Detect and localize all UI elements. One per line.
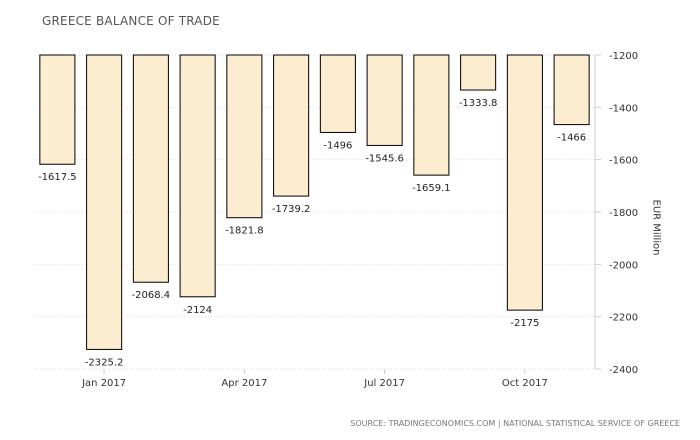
bar [553, 54, 590, 126]
value-label: -1545.6 [365, 153, 404, 164]
y-tick-label: -2400 [609, 365, 638, 376]
y-tick-label: -1400 [609, 103, 638, 114]
value-label: -1333.8 [459, 98, 498, 109]
value-label: -2124 [183, 305, 212, 316]
bar [366, 54, 403, 146]
bar [506, 54, 543, 311]
value-label: -2175 [510, 318, 539, 329]
x-tick-label: Jan 2017 [81, 378, 126, 389]
x-tick-label: Oct 2017 [502, 378, 548, 389]
bar [226, 54, 263, 219]
x-tick-label: Apr 2017 [221, 378, 267, 389]
chart-title: GREECE BALANCE OF TRADE [42, 14, 220, 28]
value-label: -2068.4 [132, 290, 171, 301]
y-axis: -1200 -1400 -1600 -1800 -2000 -2200 -2400 [594, 51, 638, 376]
value-label: -1466 [557, 133, 586, 144]
bar [39, 54, 76, 165]
x-axis: Jan 2017 Apr 2017 Jul 2017 Oct 2017 [81, 369, 548, 389]
x-tick-label: Jul 2017 [363, 378, 405, 389]
y-tick-label: -2000 [609, 260, 638, 271]
bar [179, 54, 216, 298]
bar [413, 54, 450, 176]
y-tick-label: -2200 [609, 313, 638, 324]
y-tick-label: -1600 [609, 156, 638, 167]
y-tick-label: -1200 [609, 51, 638, 62]
bars [39, 54, 590, 350]
bar [319, 54, 356, 133]
value-labels: -1617.5 -2325.2 -2068.4 -2124 -1821.8 -1739.2… [38, 98, 586, 368]
grid [34, 54, 595, 370]
source-note: SOURCE: TRADINGECONOMICS.COM | NATIONAL … [350, 419, 680, 428]
bar [132, 54, 169, 283]
value-label: -1739.2 [272, 204, 311, 215]
bar [86, 54, 123, 350]
value-label: -1659.1 [412, 183, 451, 194]
bar [273, 54, 310, 197]
value-label: -2325.2 [85, 357, 124, 368]
bar [460, 54, 497, 91]
value-label: -1496 [323, 140, 352, 151]
value-label: -1821.8 [225, 226, 264, 237]
y-tick-label: -1800 [609, 208, 638, 219]
value-label: -1617.5 [38, 172, 77, 183]
